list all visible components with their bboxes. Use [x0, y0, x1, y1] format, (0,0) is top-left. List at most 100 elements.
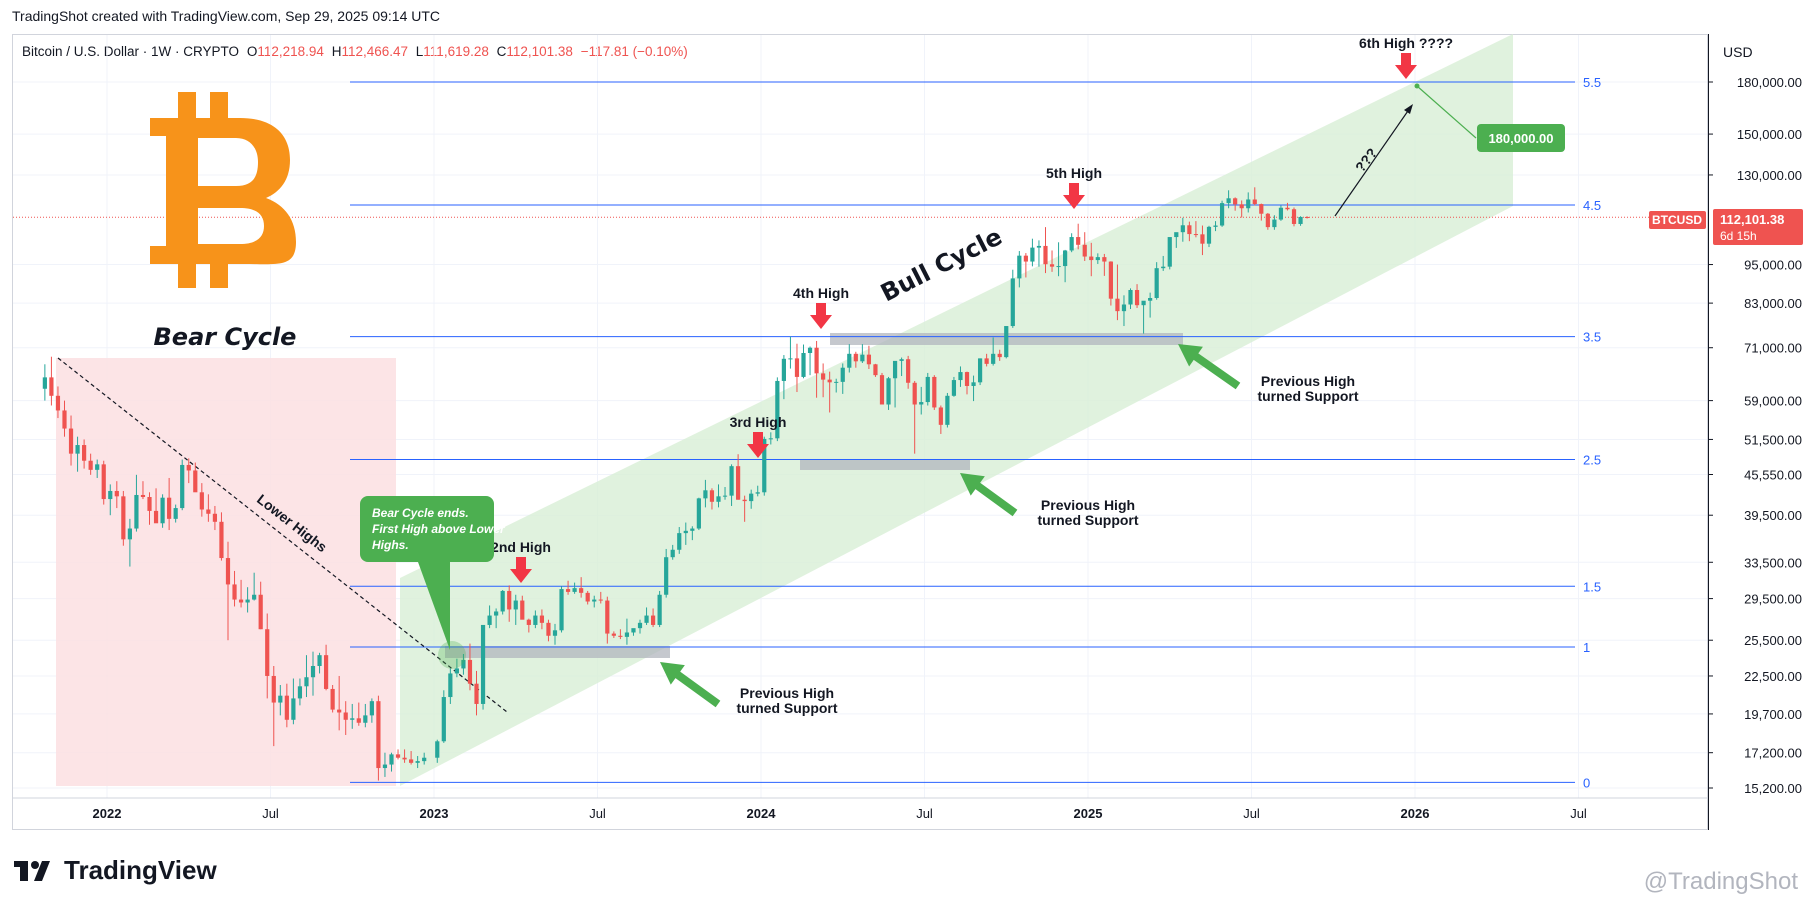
fib-level-label: 2.5 — [1583, 453, 1601, 468]
candle-body — [899, 359, 904, 361]
bear-end-callout — [360, 496, 494, 650]
candle-body — [991, 353, 996, 364]
candle-body — [709, 490, 715, 502]
candle-body — [402, 757, 407, 760]
open-value: 112,218.94 — [257, 44, 324, 59]
target-value: 180,000.00 — [1488, 131, 1553, 146]
arrow-stem — [516, 557, 526, 569]
candle-body — [572, 588, 577, 592]
candle-body — [1180, 225, 1185, 233]
candle-body — [225, 558, 231, 585]
candle-body — [1089, 256, 1094, 261]
callout-text-line: Bear Cycle ends. — [372, 506, 469, 520]
candle-body — [951, 380, 957, 396]
support-label-2-line2: turned Support — [1037, 512, 1138, 528]
candle-body — [55, 395, 61, 411]
arrow-stem — [753, 432, 763, 444]
candle-body — [1213, 225, 1218, 227]
fourth-high-label: 4th High — [793, 285, 849, 301]
chart-frame[interactable] — [12, 34, 1708, 830]
candle-body — [696, 498, 701, 529]
candle-body — [749, 493, 754, 502]
candle-body — [507, 590, 512, 610]
candle-body — [134, 494, 139, 529]
author-watermark: @TradingShot — [1643, 868, 1798, 895]
support-zone — [445, 646, 670, 658]
tradingview-brand: TradingView — [64, 855, 217, 885]
candle-body — [147, 497, 152, 511]
candle-body — [847, 353, 852, 368]
candle-body — [644, 615, 649, 623]
candle-body — [977, 358, 983, 383]
candle-body — [395, 754, 401, 758]
tradingview-logo[interactable]: TradingView — [14, 855, 217, 886]
candle-body — [167, 497, 172, 519]
candle-body — [317, 655, 322, 666]
candle-body — [435, 741, 440, 758]
candle-body — [1148, 298, 1153, 301]
candle-body — [415, 761, 420, 763]
candle-body — [238, 599, 244, 603]
candle-body — [1174, 232, 1179, 238]
candle-body — [186, 464, 191, 471]
sixth-high-arrow — [1395, 53, 1417, 79]
bull-cycle-channel — [400, 34, 1513, 786]
arrow-head — [1063, 195, 1085, 209]
fib-level-label: 1.5 — [1583, 579, 1601, 594]
candle-body — [912, 382, 917, 405]
candle-body — [1036, 245, 1042, 248]
arrow-head — [510, 569, 532, 583]
candle-body — [219, 521, 224, 559]
candle-body — [1056, 266, 1061, 268]
candle-body — [284, 695, 289, 720]
candle-body — [101, 464, 106, 500]
high-label: H — [331, 44, 342, 59]
last-price-value: 112,101.38 — [1720, 212, 1784, 227]
projection-arrow-head — [1404, 104, 1413, 114]
candle-body — [62, 410, 67, 429]
candle-body — [650, 615, 656, 625]
fourth-high-arrow — [810, 303, 832, 329]
candle-body — [1004, 326, 1009, 358]
candle-body — [1252, 199, 1257, 205]
third-high-label: 3rd High — [730, 414, 787, 430]
time-tick-label: Jul — [1243, 806, 1260, 821]
candle-body — [337, 709, 342, 713]
candle-body — [1102, 257, 1107, 262]
candle-body — [736, 466, 741, 500]
candle-body — [611, 633, 616, 636]
price-tick-label: 150,000.00 — [1737, 127, 1802, 142]
candle-body — [605, 600, 610, 634]
candle-body — [964, 372, 970, 386]
price-tick-label: 71,000.00 — [1744, 341, 1802, 356]
time-tick-label: Jul — [262, 806, 279, 821]
symbol-title[interactable]: Bitcoin / U.S. Dollar · 1W · CRYPTO — [22, 44, 240, 59]
lower-highs-trendline — [57, 357, 508, 713]
candle-body — [323, 655, 329, 689]
projection-line — [1334, 107, 1411, 217]
candle-body — [592, 599, 597, 602]
candle-body — [775, 380, 780, 439]
candle-body — [480, 624, 486, 704]
candle-body — [245, 599, 250, 603]
support-label-3-line2: turned Support — [1257, 388, 1358, 404]
time-tick-label: Jul — [1570, 806, 1587, 821]
candle-body — [552, 630, 558, 636]
candle-body — [1259, 204, 1264, 214]
symbol-legend: Bitcoin / U.S. Dollar · 1W · CRYPTO O112… — [22, 44, 688, 59]
candle-body — [278, 695, 283, 703]
candle-body — [958, 372, 963, 381]
price-tick-label: 15,200.00 — [1744, 781, 1802, 796]
candle-body — [807, 347, 813, 354]
currency-label[interactable]: USD — [1723, 44, 1753, 60]
candle-body — [343, 712, 348, 720]
candle-body — [212, 513, 218, 522]
support-label-2-line1: Previous High — [1041, 497, 1135, 513]
bar-countdown: 6d 15h — [1720, 229, 1757, 243]
fib-level-label: 0 — [1583, 775, 1590, 790]
target-connector — [1416, 85, 1477, 139]
candle-body — [559, 589, 564, 631]
candle-body — [1304, 216, 1310, 218]
candle-body — [1049, 264, 1055, 267]
